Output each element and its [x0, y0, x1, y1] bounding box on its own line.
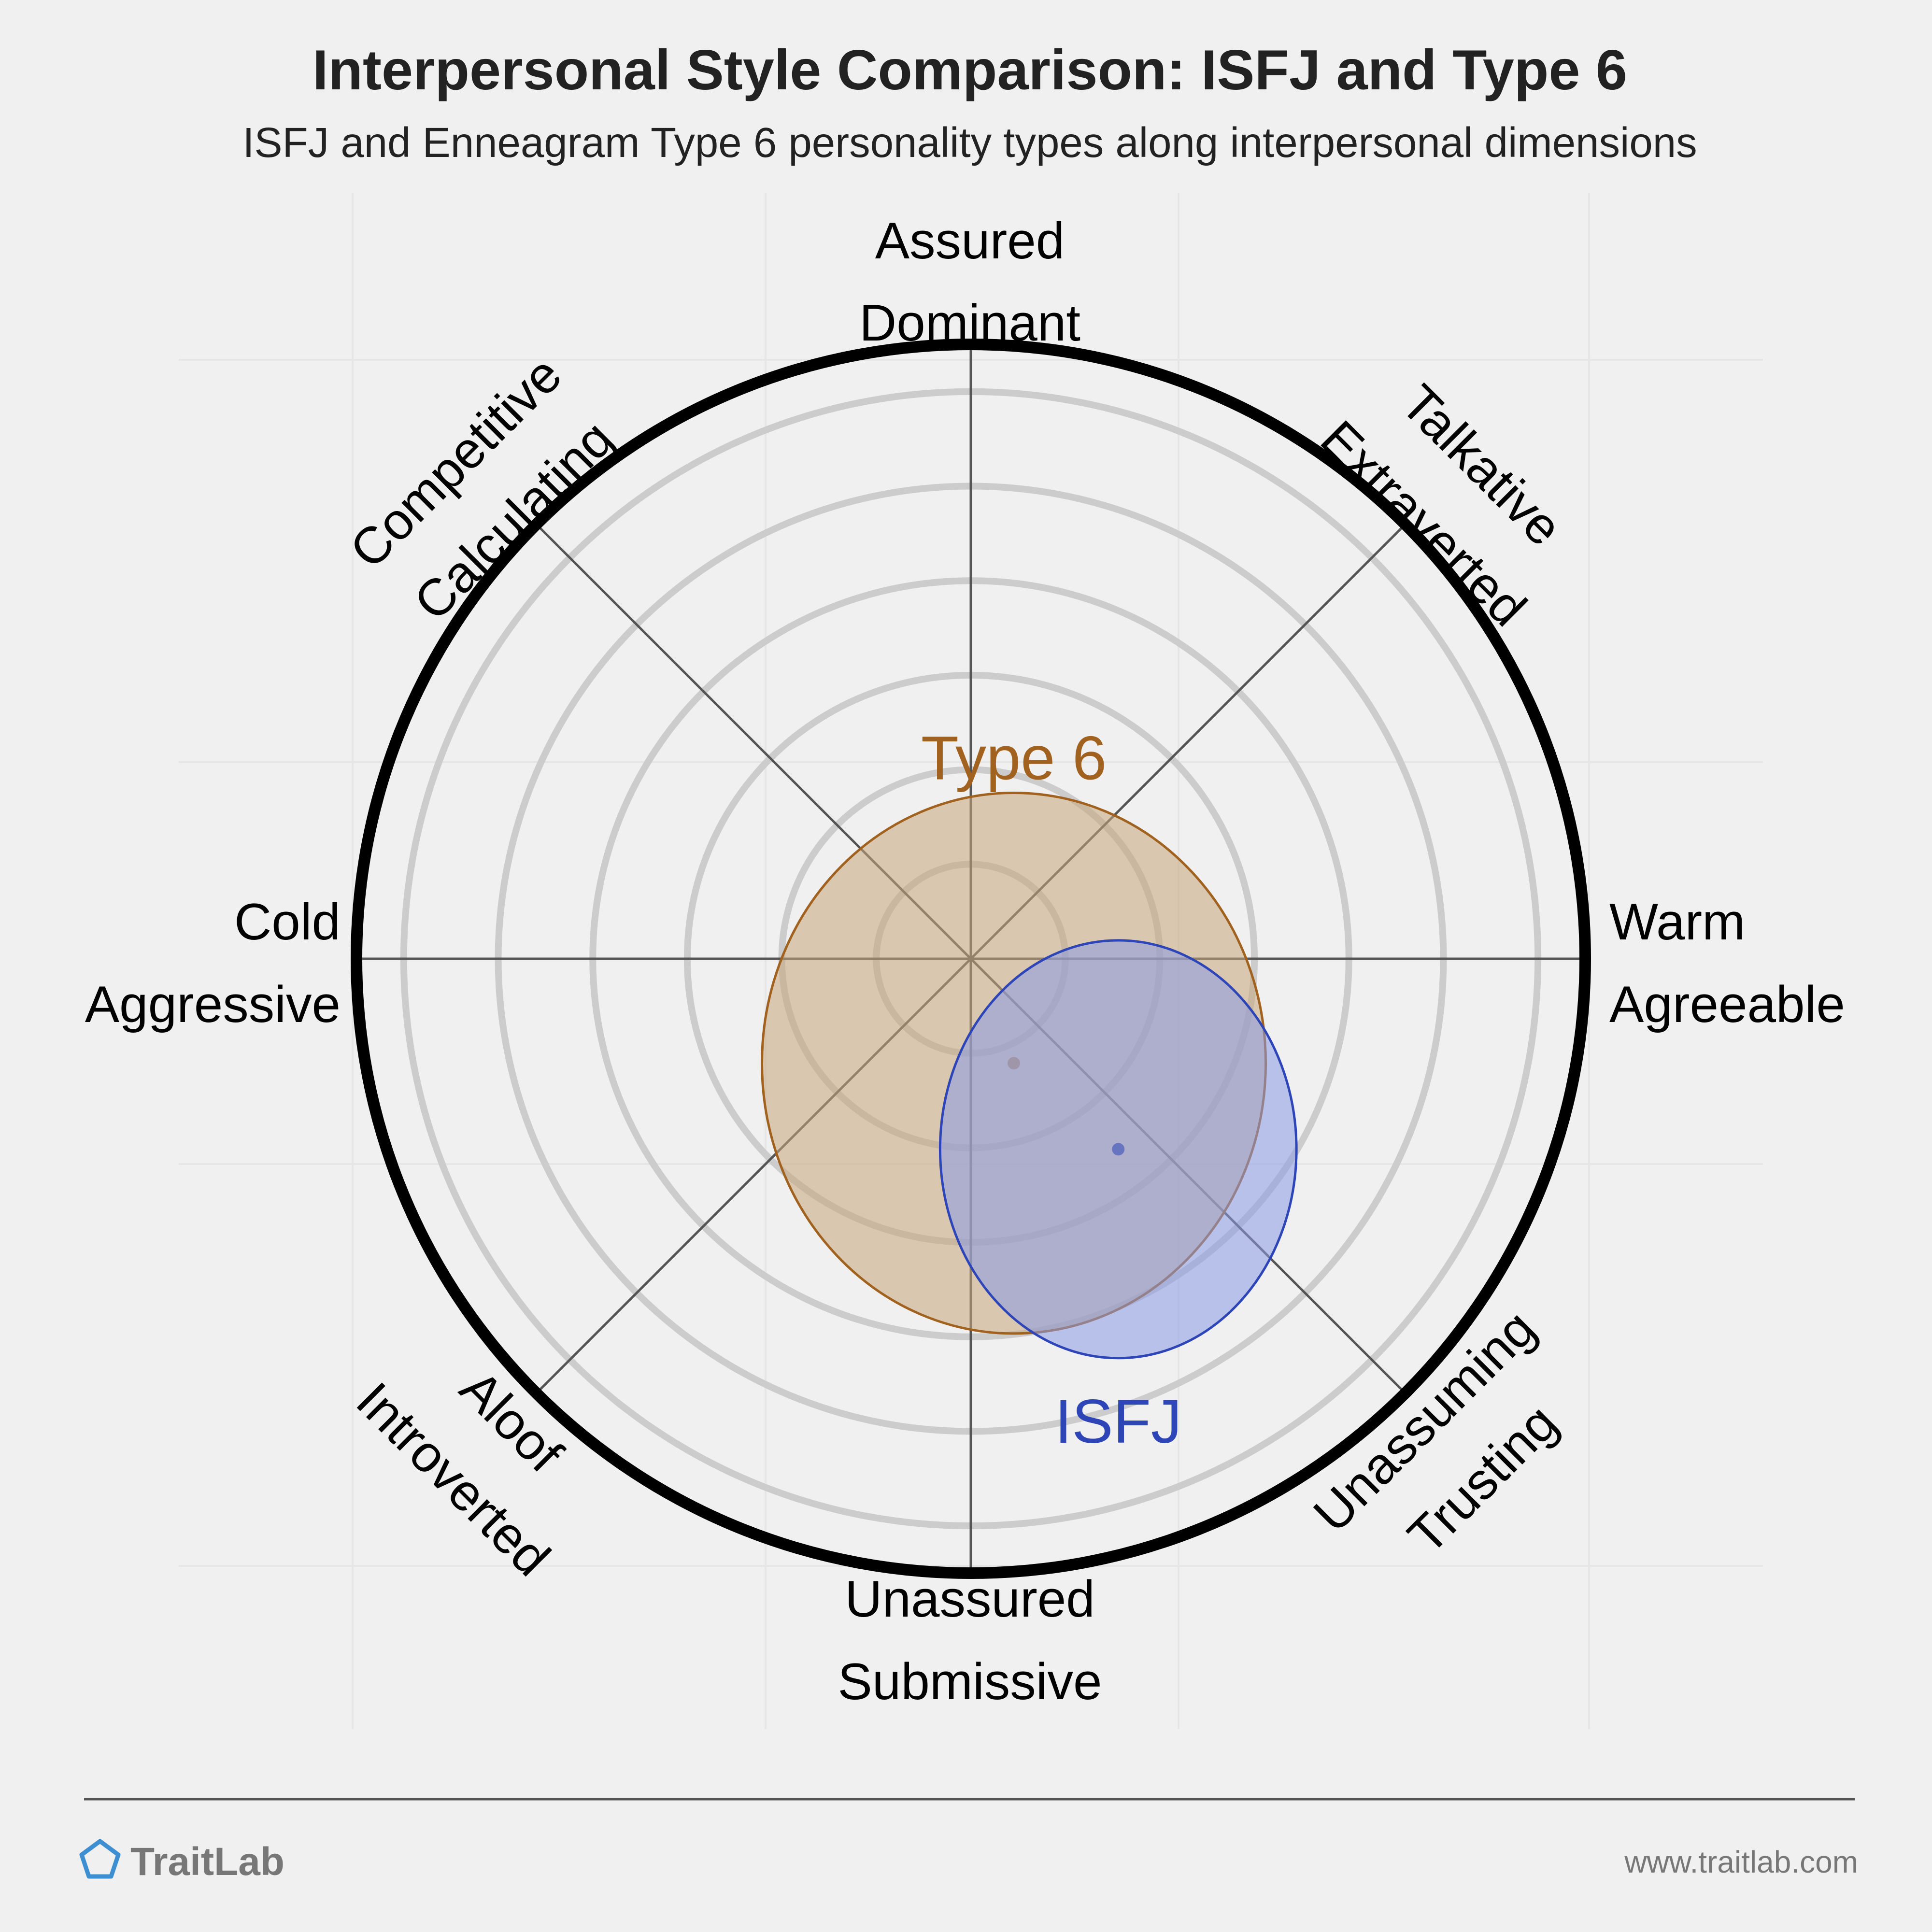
- chart-title: Interpersonal Style Comparison: ISFJ and…: [313, 38, 1627, 101]
- outer-circle: [351, 339, 1591, 1579]
- chart-series: [761, 792, 1298, 1360]
- footer-url: www.traitlab.com: [1624, 1845, 1858, 1879]
- axis-label-agreeable: Agreeable: [1609, 975, 1845, 1033]
- isfj-label: ISFJ: [1055, 1387, 1182, 1456]
- axis-label-dominant: Dominant: [859, 294, 1080, 352]
- axis-label-assured: Assured: [875, 212, 1065, 270]
- chart-subtitle: ISFJ and Enneagram Type 6 personality ty…: [242, 119, 1697, 166]
- axis-label-cold: Cold: [234, 893, 341, 951]
- axis-label-aggressive: Aggressive: [85, 975, 341, 1033]
- pentagon-icon: [79, 1839, 121, 1879]
- type-6-label: Type 6: [921, 724, 1107, 793]
- axis-label-submissive: Submissive: [838, 1652, 1102, 1710]
- outer-ring: [351, 339, 1591, 1579]
- axis-label-unassured: Unassured: [845, 1570, 1094, 1628]
- footer-brand: TraitLab: [130, 1840, 284, 1884]
- axis-label-warm: Warm: [1609, 893, 1745, 951]
- isfj-point: [1112, 1143, 1125, 1156]
